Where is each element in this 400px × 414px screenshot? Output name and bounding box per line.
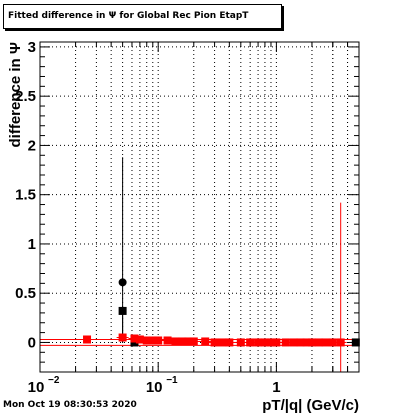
y-tick-label: 1: [28, 236, 36, 253]
plot-frame: [39, 41, 360, 373]
x-tick-label: 10: [146, 379, 163, 396]
y-axis-label: difference in Ψ: [7, 42, 24, 148]
y-tick-label: 1.5: [15, 187, 36, 204]
data-point-square: [83, 335, 92, 344]
data-point-square: [260, 338, 269, 347]
data-point-square: [289, 338, 298, 347]
data-point-square: [154, 336, 163, 345]
x-tick-label: 1: [272, 379, 280, 396]
data-point-square: [171, 337, 180, 346]
data-point-square: [336, 338, 345, 347]
data-point-square: [201, 337, 210, 346]
data-point-square: [189, 337, 198, 346]
data-point-circle: [118, 278, 127, 287]
data-point-square: [210, 338, 219, 347]
y-tick-label: 2.5: [15, 88, 36, 105]
data-point-square: [118, 333, 127, 342]
x-tick-label-exponent: −2: [48, 375, 60, 386]
data-point-square: [307, 338, 316, 347]
data-point-square: [218, 338, 227, 347]
data-marks-layer: [81, 157, 360, 372]
data-point-square: [321, 338, 330, 347]
y-tick-label: 0.5: [15, 285, 36, 302]
data-point-square: [281, 338, 290, 347]
data-point-square: [118, 306, 127, 315]
ticks-layer: [39, 42, 360, 373]
data-point-square: [142, 336, 151, 345]
grid-layer: [40, 42, 359, 372]
data-point-square: [254, 338, 263, 347]
data-point-square: [178, 337, 187, 346]
timestamp: Mon Oct 19 08:30:53 2020: [3, 400, 137, 410]
data-point-square: [315, 338, 324, 347]
data-point-square: [236, 338, 245, 347]
data-point-square: [296, 338, 305, 347]
data-point-square: [130, 334, 139, 343]
data-point-square: [225, 338, 234, 347]
x-tick-label: 10: [28, 379, 45, 396]
y-tick-label: 2: [28, 137, 36, 154]
data-point-square: [163, 336, 172, 345]
data-point-square: [135, 335, 144, 344]
y-tick-label: 3: [28, 39, 36, 56]
y-tick-label: 0: [28, 334, 36, 351]
data-point-square: [246, 338, 255, 347]
x-axis-label: pT/|q| (GeV/c): [262, 397, 359, 414]
chart-title: Fitted difference in Ψ for Global Rec Pi…: [3, 4, 282, 29]
x-tick-label-exponent: −1: [166, 375, 178, 386]
data-point-square: [272, 338, 281, 347]
data-point-square: [328, 338, 337, 347]
